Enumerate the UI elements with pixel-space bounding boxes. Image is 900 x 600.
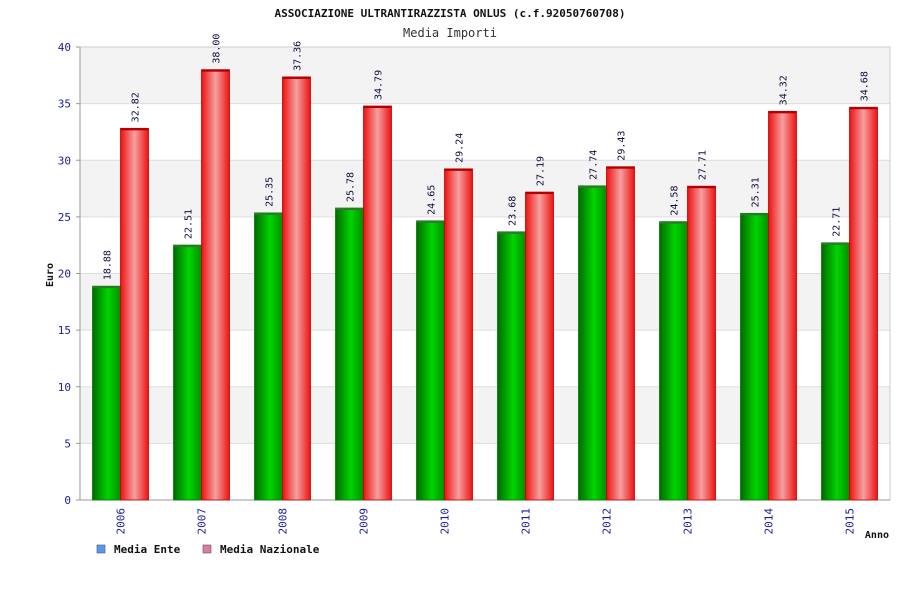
data-label: 24.58 [670,186,681,216]
chart-subtitle: Media Importi [403,26,497,40]
x-tick-label: 2007 [196,508,209,535]
bar-media-nazionale [849,106,878,501]
bar-cap [201,69,230,72]
data-label: 38.00 [212,34,223,64]
data-label: 18.88 [103,250,114,280]
chart-title: ASSOCIAZIONE ULTRANTIRAZZISTA ONLUS (c.f… [275,7,626,20]
bar-cap [444,168,473,171]
data-label: 27.74 [589,150,600,180]
y-axis-label: Euro [45,263,56,287]
bar-cap [173,245,202,248]
data-label: 34.79 [374,70,385,100]
bar-cap [578,185,607,188]
legend-swatch [202,544,212,554]
bar-cap [497,231,526,234]
y-tick-label: 25 [58,211,71,224]
legend-swatch [96,544,106,554]
legend-label: Media Nazionale [220,543,320,556]
bar-cap [525,192,554,195]
data-label: 29.43 [617,131,628,161]
data-labels: 18.88 32.82 22.51 38.00 25.35 37.36 25.78 34.79… [103,34,871,281]
bar-cap [821,242,850,245]
bar-media-nazionale [201,69,230,501]
x-tick-label: 2009 [358,508,371,535]
bar-cap [363,106,392,109]
data-label: 32.82 [131,92,142,122]
y-tick-label: 10 [58,381,71,394]
bar-cap [740,213,769,216]
y-tick-label: 5 [64,437,71,450]
x-tick-label: 2014 [763,508,776,535]
x-tick-label: 2008 [277,508,290,535]
bar-media-ente [335,207,364,501]
bar-media-nazionale [525,191,554,501]
bar-cap [282,76,311,79]
bar-cap [849,107,878,110]
x-tick-label: 2010 [439,508,452,535]
legend-label: Media Ente [114,543,181,556]
bar-media-nazionale [687,185,716,501]
bars [92,69,878,501]
data-label: 25.78 [346,172,357,202]
bar-media-nazionale [768,110,797,501]
data-label: 24.65 [427,185,438,215]
x-axis-label: Anno [865,530,889,541]
bar-cap [768,111,797,114]
y-tick-label: 40 [58,41,71,54]
bar-cap [120,128,149,131]
bar-media-nazionale [606,166,635,501]
data-label: 29.24 [455,133,466,163]
bar-cap [687,186,716,189]
x-tick-label: 2015 [844,508,857,535]
data-label: 23.68 [508,196,519,226]
bar-media-nazionale [282,76,311,501]
bar-media-nazionale [120,127,149,501]
bar-media-ente [173,244,202,501]
bar-media-ente [578,185,607,501]
bar-media-ente [497,231,526,501]
y-tick-label: 0 [64,494,71,507]
bar-cap [659,221,688,224]
data-label: 37.36 [293,41,304,71]
bar-cap [416,220,445,223]
x-tick-label: 2011 [520,508,533,535]
data-label: 22.51 [184,209,195,239]
y-tick-label: 15 [58,324,71,337]
data-label: 27.19 [536,156,547,186]
x-tick-label: 2006 [115,508,128,535]
bar-cap [92,286,121,289]
bar-media-ente [821,242,850,501]
data-label: 27.71 [698,150,709,180]
x-tick-label: 2012 [601,508,614,535]
y-tick-label: 35 [58,98,71,111]
data-label: 25.31 [751,177,762,207]
legend: Media Ente Media Nazionale [96,543,320,556]
bar-media-nazionale [444,168,473,501]
data-label: 34.32 [779,75,790,105]
bar-media-ente [740,212,769,501]
bar-media-ente [416,220,445,501]
bar-media-ente [659,221,688,501]
bar-cap [606,166,635,169]
y-tick-label: 30 [58,154,71,167]
data-label: 34.68 [860,71,871,101]
data-label: 25.35 [265,177,276,207]
y-tick-label: 20 [58,268,71,281]
y-axis-ticks: 0 5 10 15 20 25 30 35 40 [58,41,71,507]
bar-media-ente [254,212,283,501]
bar-media-ente [92,285,121,501]
data-label: 22.71 [832,207,843,237]
bar-media-nazionale [363,105,392,501]
x-tick-label: 2013 [682,508,695,535]
bar-cap [335,208,364,211]
x-axis-ticks: 2006 2007 2008 2009 2010 2011 2012 2013 2014 2015 [115,508,857,535]
bar-cap [254,212,283,215]
